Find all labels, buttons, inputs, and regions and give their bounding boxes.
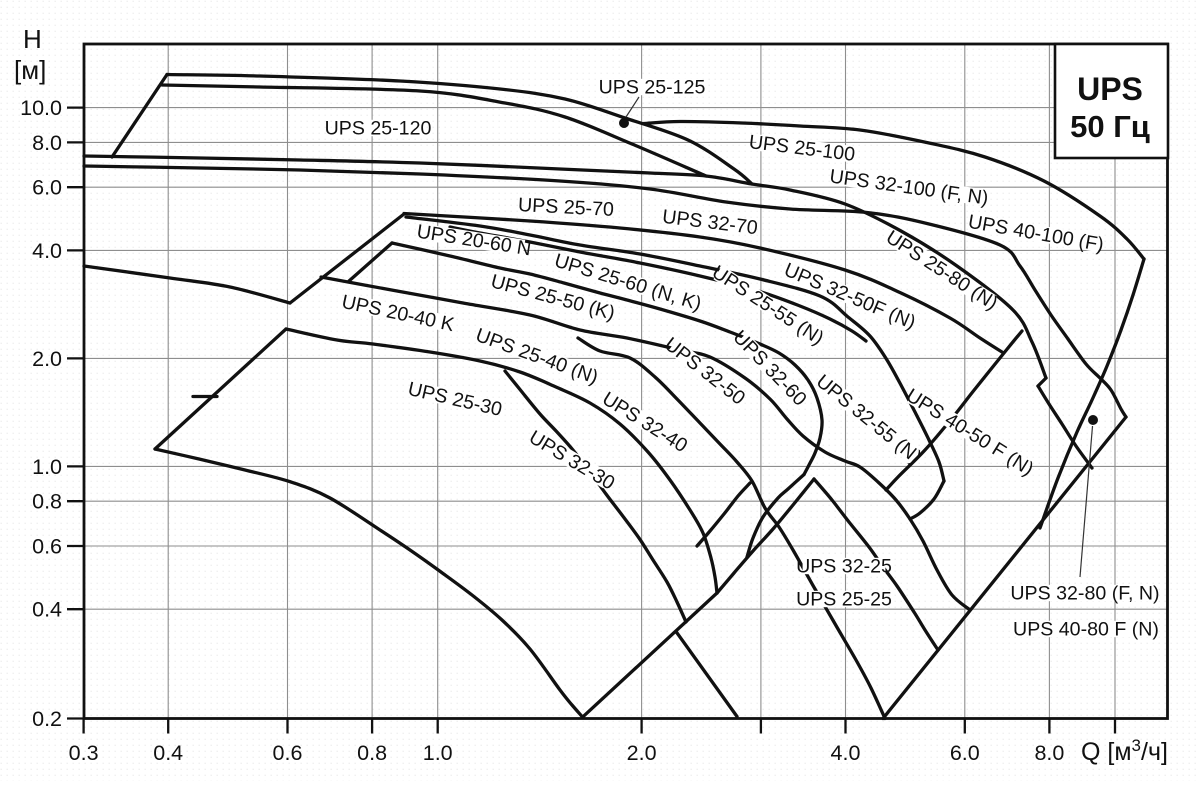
svg-text:8.0: 8.0 bbox=[32, 131, 62, 155]
svg-text:UPS 25-120: UPS 25-120 bbox=[325, 118, 432, 140]
svg-text:8.0: 8.0 bbox=[1034, 741, 1064, 765]
svg-text:1.0: 1.0 bbox=[32, 455, 62, 479]
svg-text:UPS 32-25: UPS 32-25 bbox=[796, 556, 892, 578]
svg-text:2.0: 2.0 bbox=[627, 741, 657, 765]
svg-text:0.6: 0.6 bbox=[32, 535, 62, 559]
svg-text:50 Гц: 50 Гц bbox=[1070, 109, 1150, 144]
svg-text:[м]: [м] bbox=[14, 55, 46, 85]
svg-text:UPS 32-80 (F, N): UPS 32-80 (F, N) bbox=[1010, 583, 1159, 605]
svg-text:4.0: 4.0 bbox=[32, 239, 62, 263]
svg-text:0.2: 0.2 bbox=[32, 707, 62, 731]
svg-text:1.0: 1.0 bbox=[423, 741, 453, 765]
svg-text:0.8: 0.8 bbox=[357, 741, 387, 765]
svg-text:6.0: 6.0 bbox=[32, 176, 62, 200]
svg-text:4.0: 4.0 bbox=[831, 741, 861, 765]
svg-text:UPS 40-80 F (N): UPS 40-80 F (N) bbox=[1013, 619, 1159, 641]
svg-text:0.8: 0.8 bbox=[32, 490, 62, 514]
svg-text:H: H bbox=[23, 24, 42, 54]
svg-text:6.0: 6.0 bbox=[950, 741, 980, 765]
svg-text:0.4: 0.4 bbox=[153, 741, 183, 765]
svg-text:UPS 25-25: UPS 25-25 bbox=[796, 589, 892, 611]
svg-text:0.4: 0.4 bbox=[32, 598, 62, 622]
svg-text:UPS: UPS bbox=[1077, 71, 1143, 107]
svg-text:UPS 25-70: UPS 25-70 bbox=[518, 194, 615, 221]
svg-text:2.0: 2.0 bbox=[32, 347, 62, 371]
svg-text:0.3: 0.3 bbox=[69, 741, 99, 765]
svg-text:0.6: 0.6 bbox=[273, 741, 303, 765]
svg-text:Q [м3/ч]: Q [м3/ч] bbox=[1081, 736, 1168, 766]
svg-text:10.0: 10.0 bbox=[20, 96, 62, 120]
svg-text:UPS 25-125: UPS 25-125 bbox=[599, 77, 706, 99]
